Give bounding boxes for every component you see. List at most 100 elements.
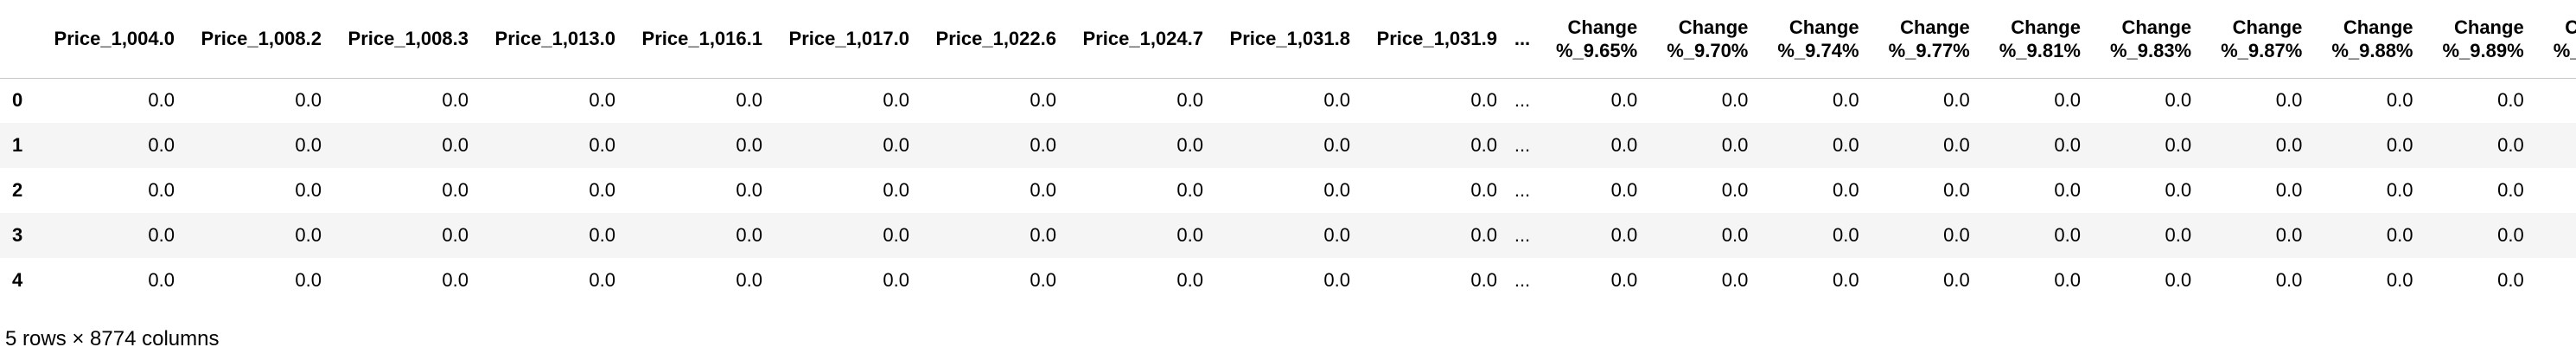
table-row: 2 0.0 0.0 0.0 0.0 0.0 0.0 0.0 0.0 0.0 0.0... 0.0 0.0… [0,168,2576,213]
table-cell: 0.0 [589,224,615,246]
column-header-ellipsis: ... [1508,0,1537,79]
table-cell: 0.0 [2275,89,2303,112]
table-cell: 0.0 [2535,78,2576,123]
row-index: 0 [12,89,23,112]
table-row: 4 0.0 0.0 0.0 0.0 0.0 0.0 0.0 0.0 0.0 0.0... 0.0 0.0… [0,258,2576,303]
table-cell-ellipsis: ... [1514,224,1531,246]
column-header-text: Change [1900,16,1970,38]
table-cell: 0.0 [1721,134,1749,156]
table-cell: 0.0 [1030,179,1056,201]
table-cell: 0.0 [1610,224,1638,246]
table-cell: 0.0 [1030,134,1056,156]
column-header-text: %_9.81% [1999,39,2081,61]
column-header: Change %_9.88% [2312,0,2424,79]
table-cell: 0.0 [1832,269,1859,291]
table-cell: 0.0 [2497,224,2524,246]
table-cell: 0.0 [2054,134,2081,156]
table-cell: 0.0 [1470,224,1497,246]
column-header: Price_1,031.9 [1361,0,1508,79]
table-row: 0 0.0 0.0 0.0 0.0 0.0 0.0 0.0 0.0 0.0 0.0... 0.0 0.0… [0,78,2576,123]
table-cell: 0.0 [2275,179,2303,201]
header-row: Price_1,004.0 Price_1,008.2 Price_1,008.3 P… [0,0,2576,79]
table-row: 3 0.0 0.0 0.0 0.0 0.0 0.0 0.0 0.0 0.0 0.0... 0.0 0.0… [0,213,2576,258]
column-header-text: Price_1,024.7 [1082,28,1203,50]
column-header-text: Change [1678,16,1749,38]
table-cell: 0.0 [295,269,322,291]
column-header: Price_1,017.0 [773,0,920,79]
table-cell: 0.0 [736,134,762,156]
column-header-text: Change [2232,16,2303,38]
table-cell: 0.0 [295,89,322,112]
table-cell: 0.0 [1610,134,1638,156]
column-header-text: %_9.87% [2221,39,2303,61]
table-cell: 0.0 [2497,179,2524,201]
table-cell: 0.0 [1323,224,1350,246]
column-header: Price_1,013.0 [479,0,626,79]
column-header-text: Price_1,013.0 [494,28,615,50]
table-cell: 0.0 [1943,179,1970,201]
table-cell: 0.0 [442,179,469,201]
table-cell: 0.0 [2165,224,2192,246]
table-cell: 0.0 [2386,224,2413,246]
table-cell: 0.0 [589,179,615,201]
table-cell: 0.0 [2054,224,2081,246]
table-cell-ellipsis: ... [1514,134,1531,156]
column-header: Change %_9.81% [1980,0,2091,79]
table-cell: 0.0 [2275,269,2303,291]
column-header: Price_1,008.2 [185,0,332,79]
table-cell: 0.0 [1943,269,1970,291]
table-cell: 0.0 [2054,269,2081,291]
table-cell: 0.0 [2275,224,2303,246]
table-cell-ellipsis: ... [1514,269,1531,291]
row-index: 2 [12,179,23,201]
column-header-text: Price_1,022.6 [935,28,1056,50]
table-cell: 0.0 [1943,134,1970,156]
table-cell: 0.0 [736,224,762,246]
table-cell: 0.0 [2386,89,2413,112]
table-cell: 0.0 [2165,179,2192,201]
index-header [0,0,38,79]
table-cell: 0.0 [148,134,175,156]
table-cell: 0.0 [2497,89,2524,112]
table-cell: 0.0 [1832,179,1859,201]
table-cell: 0.0 [883,179,909,201]
table-cell: 0.0 [2386,179,2413,201]
column-header: Change %_9.74% [1758,0,1870,79]
table-cell-ellipsis: ... [1514,179,1531,201]
table-cell: 0.0 [148,224,175,246]
column-header-text: Price_1,031.8 [1229,28,1350,50]
table-cell: 0.0 [883,134,909,156]
table-cell: 0.0 [148,89,175,112]
column-header: Change %_9.89% [2423,0,2535,79]
column-header: Change %_9.83% [2090,0,2203,79]
table-cell: 0.0 [589,134,615,156]
table-cell: 0.0 [1721,269,1749,291]
column-header-text: Price_1,017.0 [788,28,909,50]
table-cell: 0.0 [2165,134,2192,156]
table-cell: 0.0 [2165,89,2192,112]
table-cell: 0.0 [589,269,615,291]
table-header: Price_1,004.0 Price_1,008.2 Price_1,008.3 P… [0,0,2576,79]
column-header-text: %_9.65% [1556,39,1638,61]
table-cell: 0.0 [2535,168,2576,213]
table-body: 0 0.0 0.0 0.0 0.0 0.0 0.0 0.0 0.0 0.0 0.0... 0.0 0.0… [0,78,2576,303]
table-cell: 0.0 [1832,134,1859,156]
table-cell: 0.0 [2054,89,2081,112]
column-header: Change%_9.93% [2534,0,2576,79]
table-cell: 0.0 [1323,179,1350,201]
table-cell: 0.0 [1943,89,1970,112]
table-cell: 0.0 [148,269,175,291]
table-cell: 0.0 [295,179,322,201]
column-header-text: %_9.70% [1667,39,1749,61]
column-header-text: Change [2454,16,2524,38]
row-index: 3 [12,224,23,246]
row-index: 1 [12,134,23,156]
column-header: Price_1,022.6 [920,0,1067,79]
column-header-text: Price_1,008.3 [348,28,469,50]
table-cell: 0.0 [883,224,909,246]
table-cell: 0.0 [2386,269,2413,291]
column-header-text: Price_1,016.1 [641,28,762,50]
table-cell: 0.0 [295,224,322,246]
column-header-text: Change [2565,16,2576,38]
column-header: Change %_9.70% [1648,0,1759,79]
